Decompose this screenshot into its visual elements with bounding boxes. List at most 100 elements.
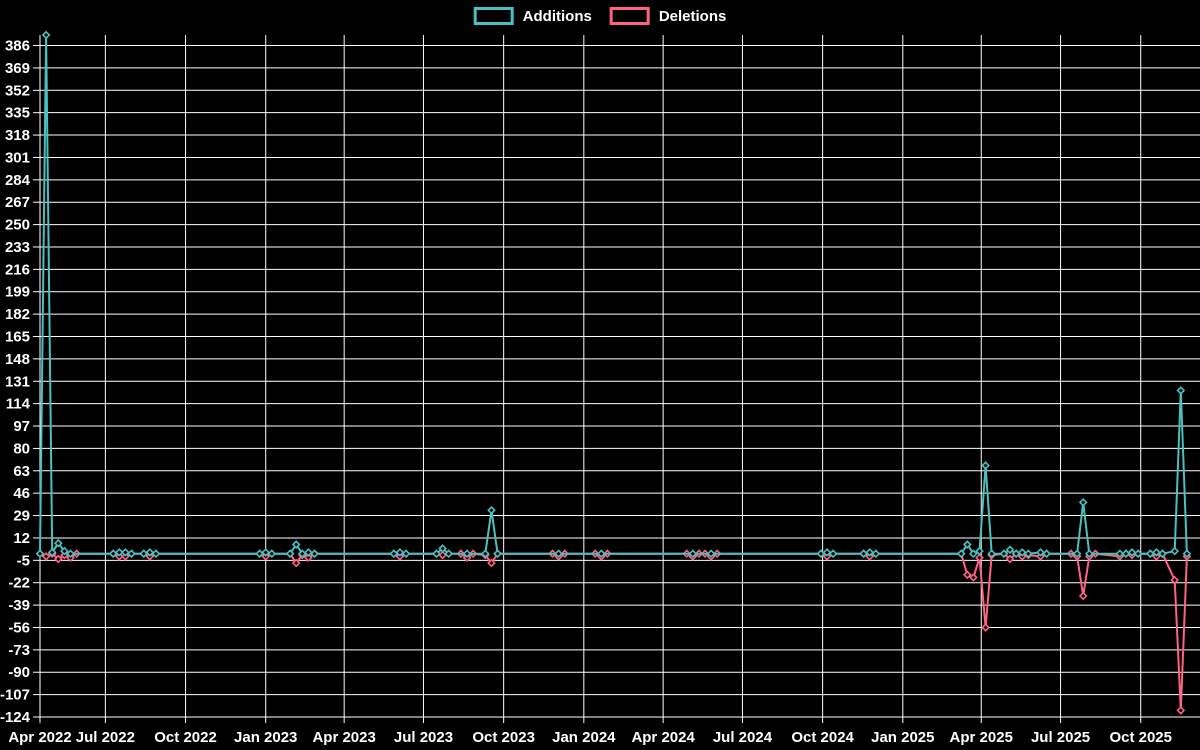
additions-point-marker [1023, 549, 1033, 559]
y-tick-label: -56 [8, 619, 30, 636]
additions-point-marker [310, 549, 319, 559]
deletions-legend-label: Deletions [658, 7, 727, 25]
y-tick-label: -22 [8, 575, 30, 592]
additions-point-marker [1176, 386, 1186, 395]
additions-point-marker [1170, 546, 1180, 556]
additions-point-marker [291, 540, 301, 549]
additions-point-marker [1152, 548, 1161, 557]
additions-point-marker [285, 549, 295, 559]
x-tick-label: Apr 2023 [312, 729, 375, 746]
additions-point-marker [554, 549, 563, 559]
additions-point-marker [145, 548, 155, 557]
additions-point-marker [1182, 549, 1192, 559]
deletions-point-marker [962, 570, 972, 580]
additions-point-marker [828, 549, 838, 559]
additions-point-marker [981, 461, 990, 470]
additions-point-marker [127, 549, 136, 559]
y-tick-label: 12 [13, 530, 30, 547]
additions-point-marker [438, 544, 447, 553]
y-tick-label: -73 [8, 642, 30, 659]
deletions-swatch-icon [609, 7, 650, 25]
additions-point-marker [865, 548, 875, 557]
y-tick-label: 301 [5, 149, 30, 166]
additions-point-marker [121, 548, 130, 557]
additions-point-marker [53, 538, 63, 548]
additions-point-marker [35, 549, 45, 559]
y-tick-label: 250 [5, 217, 30, 234]
additions-point-marker [822, 548, 832, 557]
additions-point-marker [999, 549, 1009, 559]
additions-point-marker [969, 549, 978, 559]
legend-item-additions[interactable]: Additions [473, 7, 592, 25]
deletions-markers [35, 549, 1192, 715]
y-tick-label: -90 [8, 664, 30, 681]
y-grid: 386 369 352 335 318 301 284 267 250 233 216 199 182 1… [0, 38, 1200, 726]
additions-point-marker [987, 549, 997, 559]
additions-point-marker [688, 549, 698, 559]
deletions-point-marker [41, 552, 51, 561]
x-tick-label: Jan 2025 [871, 729, 934, 746]
y-tick-label: 233 [5, 239, 30, 256]
deletions-point-marker [1078, 591, 1088, 601]
additions-point-marker [1133, 549, 1143, 559]
additions-point-marker [1072, 549, 1082, 559]
additions-swatch-icon [473, 7, 514, 25]
additions-point-marker [444, 549, 454, 559]
y-tick-label: -124 [0, 709, 31, 726]
deletions-point-marker [1170, 575, 1180, 585]
y-tick-label: -107 [0, 687, 30, 704]
additions-point-marker [1084, 549, 1094, 559]
additions-legend-label: Additions [522, 7, 592, 25]
additions-point-marker [1036, 548, 1045, 557]
deletions-point-marker [981, 623, 990, 632]
deletions-point-marker [975, 553, 984, 563]
y-tick-label: 318 [5, 127, 30, 144]
y-tick-label: 284 [5, 172, 31, 189]
additions-point-marker [66, 549, 75, 559]
y-tick-label: 114 [6, 396, 31, 413]
additions-point-marker [480, 549, 490, 559]
additions-point-marker [871, 549, 881, 559]
additions-point-marker [1158, 549, 1167, 559]
y-tick-label: 97 [13, 418, 30, 435]
x-tick-label: Apr 2025 [950, 729, 1013, 746]
additions-point-marker [1042, 549, 1051, 559]
deletions-point-marker [1176, 706, 1186, 715]
additions-point-marker [60, 546, 69, 556]
additions-point-marker [962, 540, 972, 549]
deletions-point-marker [438, 550, 447, 560]
additions-point-marker [1005, 545, 1015, 555]
x-tick-label: Jan 2023 [234, 729, 297, 746]
additions-point-marker [267, 549, 277, 559]
y-tick-label: 386 [5, 38, 30, 55]
y-tick-label: 148 [5, 351, 30, 368]
deletions-point-marker [304, 553, 313, 563]
chart-legend: Additions Deletions [473, 7, 727, 25]
additions-point-marker [462, 549, 472, 559]
y-tick-label: 131 [5, 373, 30, 390]
additions-point-marker [596, 549, 606, 559]
y-tick-label: 63 [13, 463, 30, 480]
x-tick-label: Oct 2022 [154, 729, 217, 746]
deletions-point-marker [291, 558, 301, 568]
additions-point-marker [304, 548, 313, 557]
y-tick-label: 46 [13, 485, 30, 502]
y-tick-label: 267 [5, 194, 30, 211]
x-tick-label: Oct 2023 [472, 729, 535, 746]
deletions-point-marker [1005, 554, 1015, 564]
additions-point-marker [401, 549, 411, 559]
x-tick-label: Jul 2025 [1031, 729, 1090, 746]
legend-item-deletions[interactable]: Deletions [609, 7, 727, 25]
x-tick-label: Jul 2023 [394, 729, 453, 746]
x-tick-label: Jul 2022 [76, 729, 135, 746]
additions-point-marker [47, 548, 57, 557]
additions-point-marker [487, 505, 496, 515]
x-tick-label: Jan 2024 [552, 729, 616, 746]
y-tick-label: 352 [5, 82, 30, 99]
additions-point-marker [114, 548, 124, 557]
additions-point-marker [41, 30, 51, 40]
y-tick-label: -5 [17, 552, 30, 569]
deletions-line [39, 552, 1188, 712]
